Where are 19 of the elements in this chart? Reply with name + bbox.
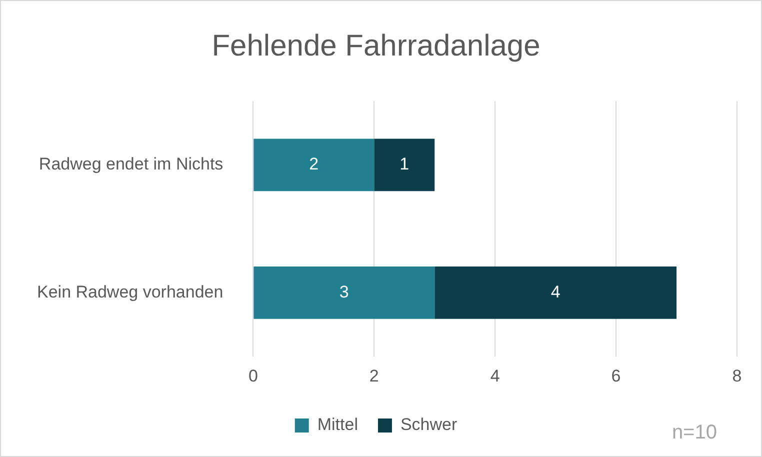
chart-title: Fehlende Fahrradanlage [212,29,540,62]
bar [254,266,435,319]
y-tick-label: Kein Radweg vorhanden [37,282,224,302]
text: n=10 [672,422,717,444]
legend-label: Mittel [317,415,358,434]
bar [254,138,374,192]
data-label: 4 [550,282,560,302]
x-tick-label: 8 [732,366,742,386]
x-tick-label: 4 [490,366,500,386]
x-tick-label: 0 [248,366,258,386]
x-tick-label: 2 [369,366,379,386]
legend-label: Schwer [400,415,458,434]
bar [434,266,677,319]
data-label: 3 [339,282,349,302]
data-label: 1 [400,154,410,174]
bar [374,138,435,192]
y-tick-label: Radweg endet im Nichts [38,154,224,174]
x-tick-label: 6 [611,366,621,386]
data-label: 2 [309,154,319,174]
